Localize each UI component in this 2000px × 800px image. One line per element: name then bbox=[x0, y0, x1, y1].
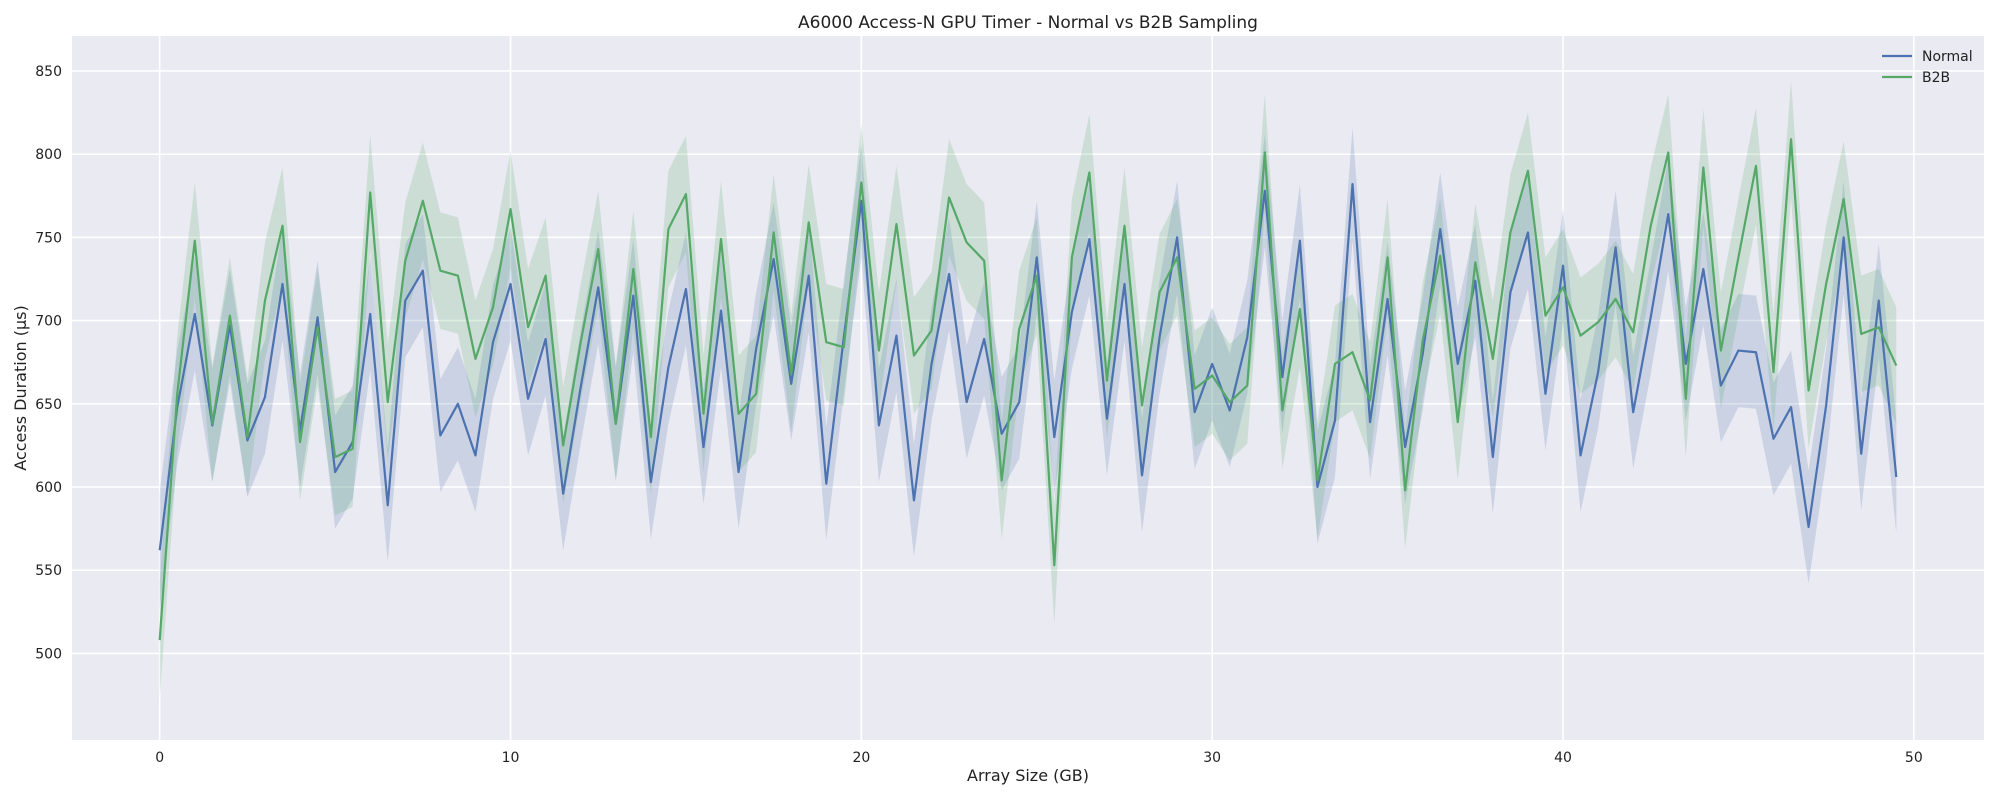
y-axis-label: Access Duration (μs) bbox=[11, 305, 30, 470]
legend-label-normal: Normal bbox=[1922, 49, 1973, 65]
grid-lines bbox=[72, 36, 1984, 740]
x-tick-label: 10 bbox=[502, 750, 520, 766]
y-tick-label: 550 bbox=[35, 563, 62, 579]
series-line-b2b bbox=[158, 138, 1898, 641]
x-axis-label: Array Size (GB) bbox=[967, 766, 1089, 785]
x-tick-label: 40 bbox=[1554, 750, 1572, 766]
y-tick-label: 700 bbox=[35, 314, 62, 330]
band-normal bbox=[159, 127, 1897, 609]
x-tick-label: 30 bbox=[1203, 750, 1221, 766]
legend-label-b2b: B2B bbox=[1922, 70, 1950, 86]
x-tick-label: 20 bbox=[852, 750, 870, 766]
band-b2b bbox=[159, 80, 1897, 699]
y-axis-ticks: 500 550 600 650 700 750 800 850 bbox=[35, 64, 62, 663]
legend: Normal B2B bbox=[1882, 49, 1973, 86]
y-tick-label: 650 bbox=[35, 397, 62, 413]
x-tick-label: 0 bbox=[155, 750, 164, 766]
y-tick-label: 800 bbox=[35, 147, 62, 163]
y-tick-label: 750 bbox=[35, 230, 62, 246]
chart-title: A6000 Access-N GPU Timer - Normal vs B2B… bbox=[798, 13, 1258, 33]
x-axis-ticks: 0 10 20 30 40 50 bbox=[155, 750, 1923, 766]
y-tick-label: 500 bbox=[35, 646, 62, 662]
y-tick-label: 850 bbox=[35, 64, 62, 80]
plot-area bbox=[72, 36, 1984, 740]
series-lines bbox=[158, 138, 1898, 641]
x-tick-label: 50 bbox=[1905, 750, 1923, 766]
y-tick-label: 600 bbox=[35, 480, 62, 496]
confidence-bands bbox=[159, 80, 1897, 699]
